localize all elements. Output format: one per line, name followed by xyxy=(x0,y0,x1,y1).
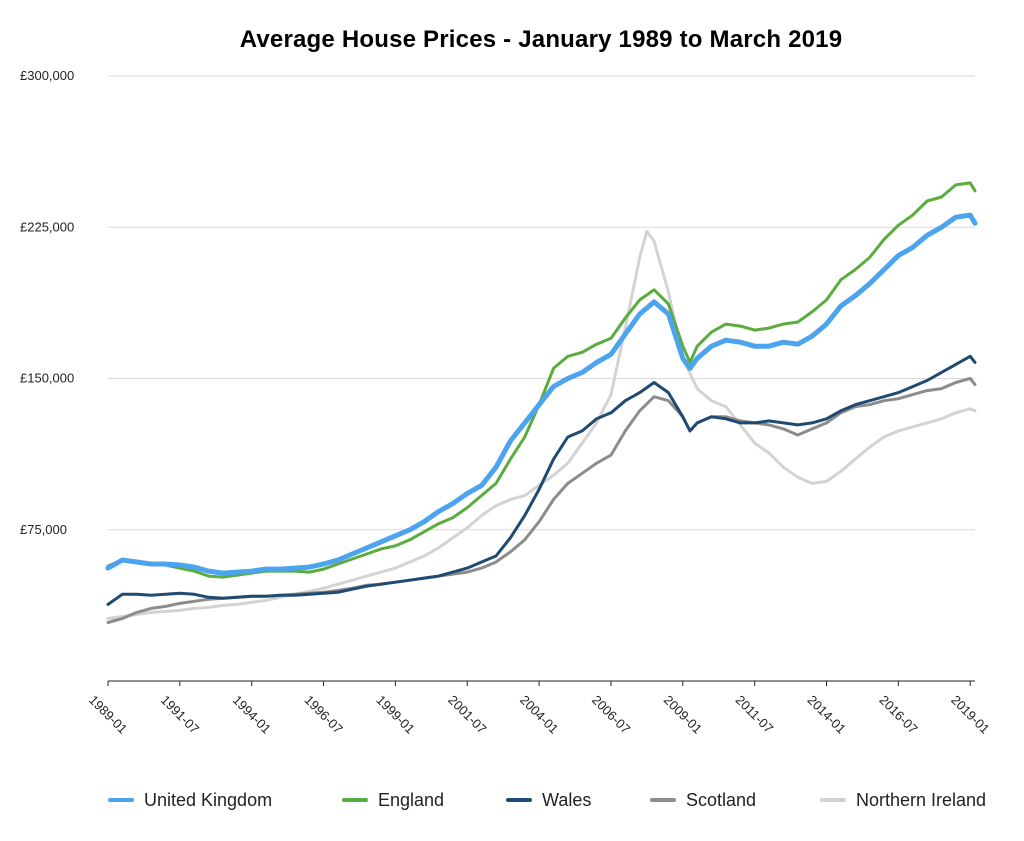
x-tick-label: 1999-01 xyxy=(373,692,417,736)
series-lines xyxy=(105,181,978,624)
x-tick-label: 1989-01 xyxy=(86,692,130,736)
legend-swatch xyxy=(820,798,846,802)
legend-label: Wales xyxy=(542,789,592,810)
legend-swatch xyxy=(108,798,134,802)
legend-label: United Kingdom xyxy=(144,789,273,810)
x-tick-label: 2009-01 xyxy=(661,692,705,736)
x-tick-label: 1996-07 xyxy=(302,692,346,736)
chart-title: Average House Prices - January 1989 to M… xyxy=(239,26,843,53)
series-line-united-kingdom xyxy=(105,212,978,576)
x-tick-label: 1994-01 xyxy=(230,692,274,736)
x-tick-label: 2001-07 xyxy=(445,692,489,736)
legend-label: England xyxy=(378,789,445,810)
series-line-wales xyxy=(106,354,977,606)
x-axis-ticks: 1989-01 1991-07 1994-01 1996-07 1999-01 2001-… xyxy=(86,681,993,737)
y-tick-label: £300,000 xyxy=(20,68,74,83)
x-tick-label: 2016-07 xyxy=(876,692,920,736)
y-tick-label: £225,000 xyxy=(20,219,74,234)
legend-item-wales: Wales xyxy=(506,786,591,814)
x-tick-label: 2019-01 xyxy=(948,692,992,736)
legend-item-northern-ireland: Northern Ireland xyxy=(820,786,986,814)
x-tick-label: 2004-01 xyxy=(517,692,561,736)
legend-item-united-kingdom: United Kingdom xyxy=(108,786,272,814)
legend-label: Northern Ireland xyxy=(856,789,987,810)
legend-swatch xyxy=(650,798,676,802)
y-tick-label: £75,000 xyxy=(20,522,67,537)
x-tick-label: 1991-07 xyxy=(158,692,202,736)
legend-swatch xyxy=(506,798,532,802)
series-line-northern-ireland xyxy=(106,229,977,620)
legend-item-scotland: Scotland xyxy=(650,786,756,814)
y-axis-ticks: £75,000 £150,000 £225,000 £300,000 xyxy=(20,68,74,537)
x-tick-label: 2011-07 xyxy=(733,692,777,736)
grid-lines xyxy=(108,75,975,531)
x-tick-label: 2006-07 xyxy=(589,692,633,736)
legend-swatch xyxy=(342,798,368,802)
legend: United Kingdom England Wales Scotland Northe… xyxy=(0,786,1024,814)
series-line-scotland xyxy=(106,377,977,624)
line-chart: £75,000£150,000£225,000£300,000 1989-01 1… xyxy=(20,68,993,737)
x-tick-label: 2014-01 xyxy=(805,692,849,736)
legend-label: Scotland xyxy=(686,789,757,810)
y-tick-label: £150,000 xyxy=(20,371,74,386)
legend-item-england: England xyxy=(342,786,444,814)
